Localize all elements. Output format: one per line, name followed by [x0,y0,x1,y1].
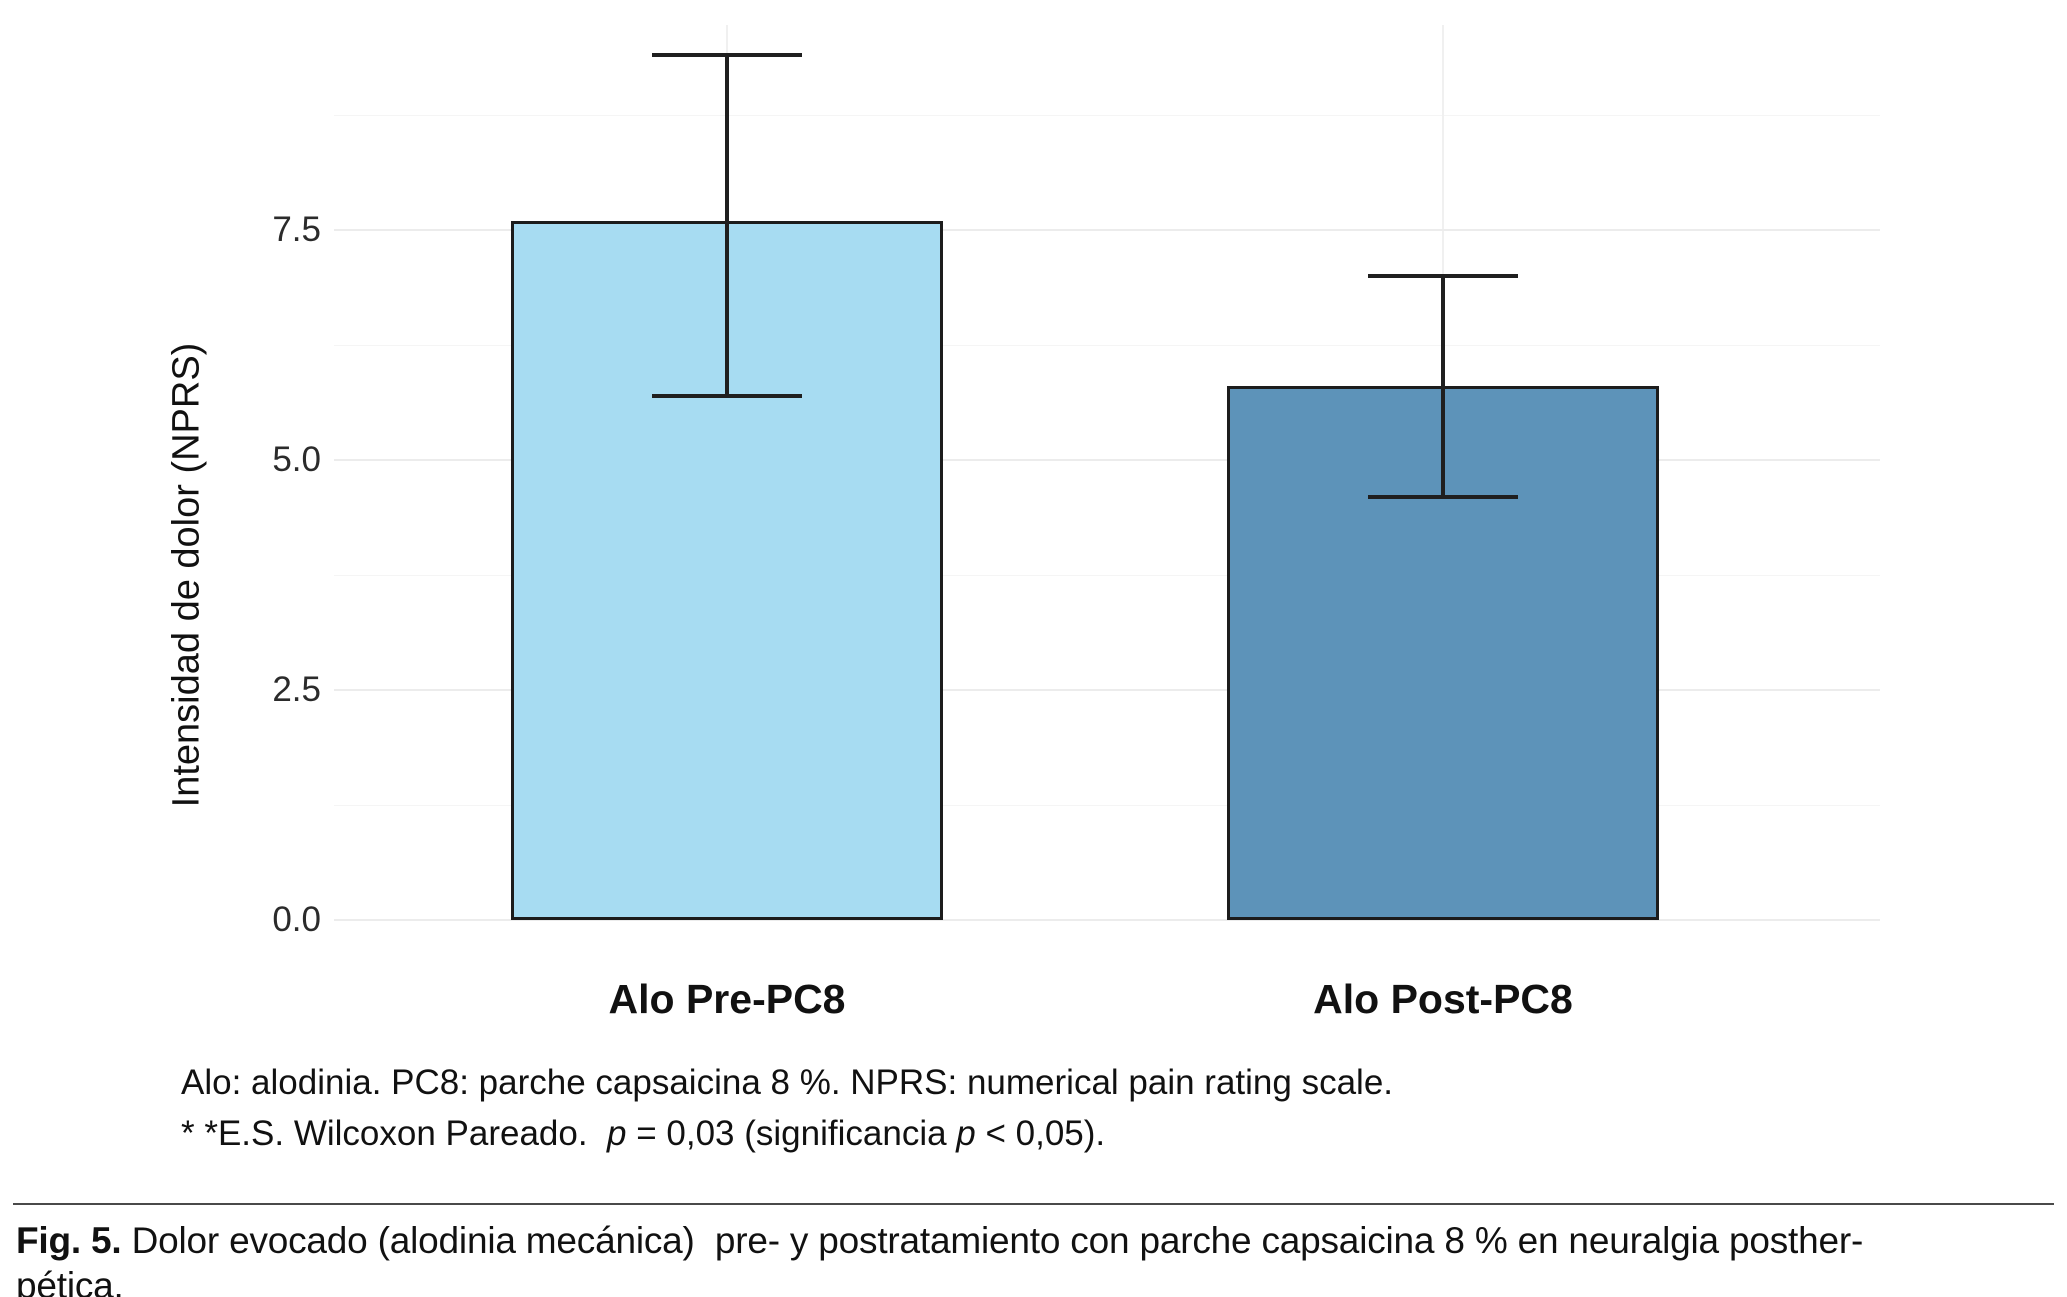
caption-text: Dolor evocado (alodinia mecánica) pre- y… [121,1220,1864,1261]
caption-line-2: pética. [16,1265,124,1297]
y-gridline-minor [334,114,1880,116]
figure-footnotes: Alo: alodinia. PC8: parche capsaicina 8 … [181,1058,1393,1160]
x-category-label: Alo Pre-PC8 [608,976,846,1022]
footnote-stat-suffix: < 0,05). [975,1113,1106,1153]
footnote-statistics: * *E.S. Wilcoxon Pareado. p = 0,03 (sign… [181,1109,1393,1160]
y-gridline [334,459,1880,461]
footnote-abbreviations: Alo: alodinia. PC8: parche capsaicina 8 … [181,1058,1393,1109]
error-bar-line [1441,276,1445,497]
error-bar-line [725,55,729,396]
y-tick-label: 7.5 [272,210,321,249]
error-bar-cap-bottom [1368,494,1518,499]
y-axis-title: Intensidad de dolor (NPRS) [165,342,208,808]
y-tick-label: 0.0 [272,900,321,939]
y-tick-label: 5.0 [272,440,321,479]
y-tick-label: 2.5 [272,670,321,709]
footnote-p-symbol-2: p [956,1113,976,1153]
bar-chart: Intensidad de dolor (NPRS) 0.0 2.5 5.0 7.5 A… [165,25,1880,1022]
y-gridline-minor [334,344,1880,346]
figure-number-label: Fig. 5. [16,1220,122,1261]
footnote-abbreviations-text: Alo: alodinia. PC8: parche capsaicina 8 … [181,1063,1394,1102]
y-gridline [334,919,1880,921]
footnote-stat-middle: = 0,03 (significancia [626,1113,957,1153]
error-bar-cap-top [1368,274,1518,278]
caption-separator-line [13,1203,2054,1205]
error-bar-cap-top [652,53,802,58]
y-gridline-minor [334,574,1880,576]
y-gridline-minor [334,804,1880,806]
error-bar-cap-bottom [652,393,802,398]
footnote-p-symbol: p [607,1113,627,1153]
y-gridline [334,229,1880,231]
caption-line-1: Fig. 5. Dolor evocado (alodinia mecánica… [16,1218,1863,1263]
footnote-stat-prefix: * *E.S. Wilcoxon Pareado. [181,1113,608,1153]
y-gridline [334,689,1880,691]
figure-caption: Fig. 5. Dolor evocado (alodinia mecánica… [16,1218,1863,1297]
x-category-label: Alo Post-PC8 [1313,976,1573,1022]
